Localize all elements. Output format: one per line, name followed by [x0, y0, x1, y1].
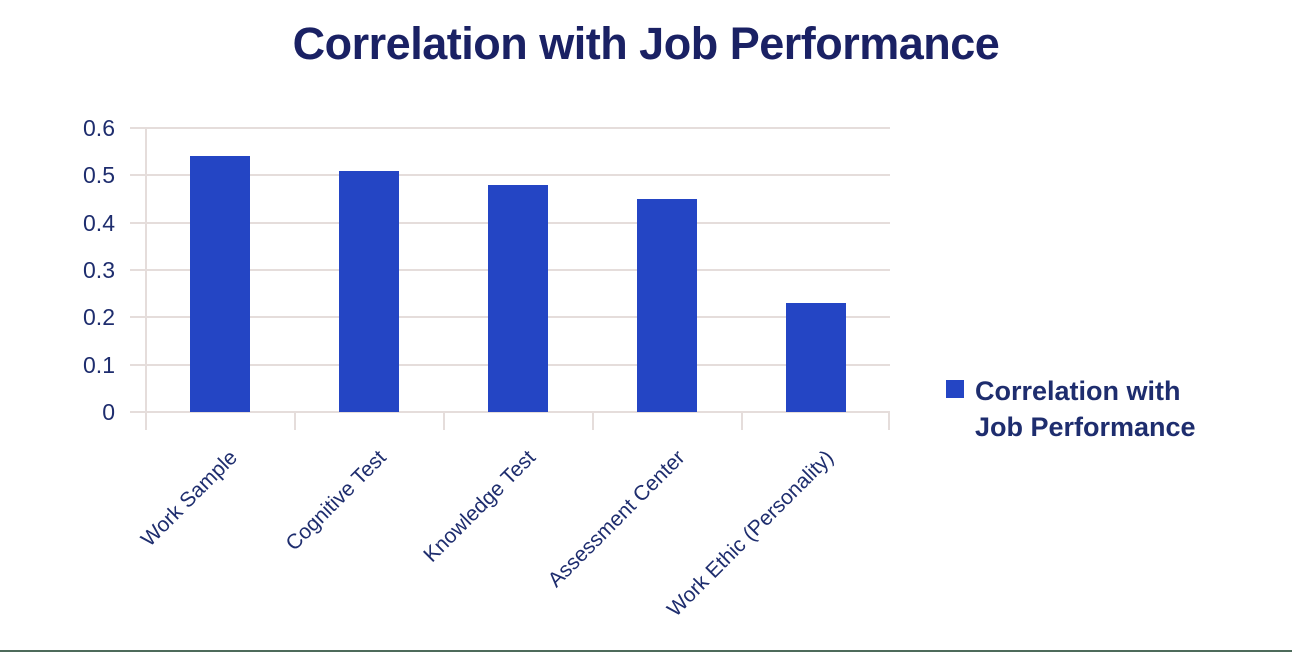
gridline — [130, 127, 890, 129]
bar — [786, 303, 846, 412]
y-axis-tick-label: 0.2 — [83, 304, 115, 331]
x-axis-tick — [443, 412, 445, 430]
bar-chart: 0.6 0.5 0.4 0.3 0.2 0.1 0 Work Sample Cognitive … — [83, 117, 890, 621]
x-axis-tick — [294, 412, 296, 430]
y-axis-tick-label: 0.1 — [83, 351, 115, 378]
chart-title: Correlation with Job Performance — [292, 18, 1000, 69]
x-axis-tick — [592, 412, 594, 430]
y-axis-tick-label: 0.4 — [83, 209, 115, 236]
x-axis-category-label-text: Work Ethic (Personality) — [663, 446, 839, 622]
bar — [190, 156, 250, 412]
y-axis-line — [145, 128, 147, 430]
y-axis-tick-label: 0 — [102, 399, 115, 425]
x-axis-category-label: Work Ethic (Personality) — [562, 446, 838, 621]
x-axis-tick — [145, 412, 147, 430]
y-axis-tick-label: 0.6 — [83, 115, 115, 141]
bottom-divider — [0, 650, 1292, 652]
x-axis-tick — [888, 412, 890, 430]
bar — [488, 185, 548, 412]
bar — [339, 171, 399, 412]
gridline — [130, 411, 890, 413]
x-axis-tick — [741, 412, 743, 430]
gridline — [130, 174, 890, 177]
legend: Correlation with Job Performance — [946, 374, 1227, 445]
legend-label: Correlation with Job Performance — [975, 376, 1196, 442]
y-axis-tick-label: 0.5 — [83, 162, 115, 189]
legend-swatch-icon — [946, 380, 964, 398]
bar — [637, 199, 697, 412]
y-axis-tick-label: 0.3 — [83, 257, 115, 283]
